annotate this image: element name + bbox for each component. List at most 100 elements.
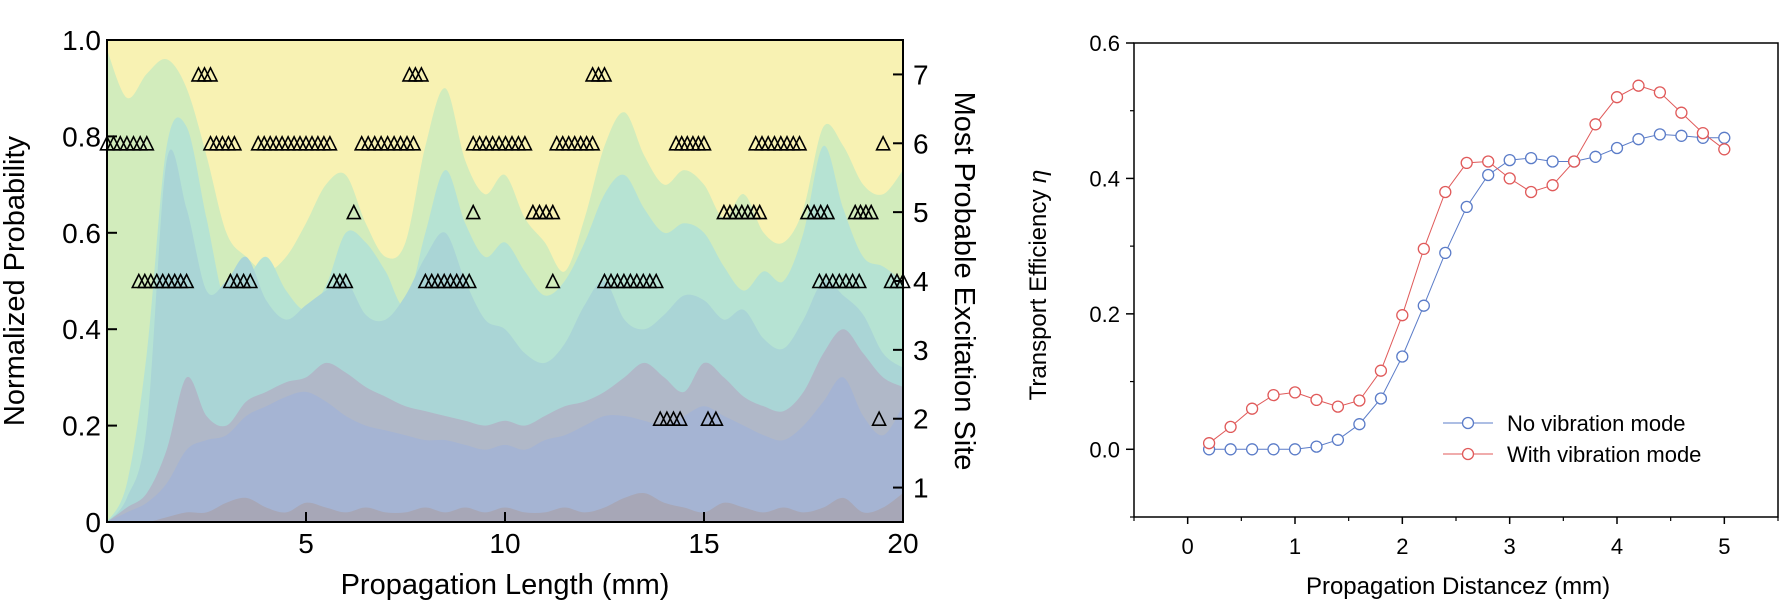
left-y-ticks: 0 0.2 0.4 0.6 0.8 1.0 — [62, 25, 117, 538]
site-marker — [751, 203, 768, 220]
series-point-2 — [1696, 126, 1710, 140]
site-marker — [242, 272, 259, 289]
right-x-tick-label: 2 — [1396, 534, 1408, 559]
series-point-2 — [1267, 388, 1280, 402]
left-x-tick-label: 20 — [887, 528, 918, 559]
series-point-1 — [1310, 440, 1323, 453]
left-y2-tick-label: 5 — [913, 197, 929, 228]
series-point-2 — [1331, 400, 1345, 413]
site-marker — [545, 272, 561, 289]
left-y-tick-label: 1.0 — [62, 25, 101, 56]
right-x-tick-label: 5 — [1718, 534, 1730, 559]
site-marker — [875, 135, 891, 151]
series-point-1 — [1524, 151, 1538, 165]
left-y2-tick-label: 3 — [913, 335, 929, 366]
series-point-1 — [1589, 150, 1602, 163]
left-y2-tick-label: 7 — [913, 59, 929, 90]
series-point-2 — [1546, 179, 1559, 192]
series-point-2 — [1610, 91, 1624, 104]
site-marker — [322, 135, 338, 151]
site-marker — [517, 135, 533, 151]
left-y2-tick-label: 4 — [913, 266, 929, 297]
site-marker — [202, 66, 219, 82]
site-marker — [584, 135, 601, 151]
series-point-2 — [1396, 309, 1409, 322]
series-point-2 — [1417, 242, 1430, 256]
series-point-2 — [1632, 79, 1645, 92]
series-point-2 — [1718, 143, 1731, 156]
series-point-1 — [1675, 129, 1688, 142]
series-point-2 — [1653, 86, 1667, 99]
legend-label-1: No vibration mode — [1507, 411, 1686, 436]
left-x-tick-label: 15 — [688, 528, 719, 559]
series-point-2 — [1224, 420, 1237, 434]
right-y-tick-label: 0.4 — [1089, 166, 1120, 191]
legend-marker-2 — [1461, 447, 1475, 461]
series-point-1 — [1331, 433, 1345, 446]
site-marker — [648, 272, 664, 289]
site-marker — [791, 135, 808, 151]
left-y-tick-label: 0.2 — [62, 411, 101, 442]
site-marker — [700, 410, 716, 427]
site-marker — [545, 203, 561, 220]
site-marker — [139, 135, 155, 151]
series-point-1 — [1632, 133, 1645, 146]
right-y-axis-label: Transport Efficiency η — [1025, 170, 1052, 401]
site-marker — [871, 410, 887, 427]
site-marker — [696, 135, 712, 151]
series-point-2 — [1460, 156, 1473, 170]
left-x-tick-label: 5 — [298, 528, 314, 559]
left-x-axis-label: Propagation Length (mm) — [341, 569, 670, 601]
right-y-tick-label: 0.2 — [1089, 302, 1120, 327]
series-point-1 — [1267, 443, 1280, 456]
probability-layers — [107, 40, 903, 522]
site-marker — [461, 272, 477, 289]
series-point-2 — [1675, 106, 1688, 119]
site-marker — [405, 135, 422, 151]
left-y-tick-label: 0.6 — [62, 218, 101, 249]
series-point-1 — [1417, 299, 1430, 312]
left-chart-panel: 0 5 10 15 20 0 0.2 0.4 0.6 0.8 1.0 1 2 3 4 5 6 7 Propag… — [0, 25, 980, 601]
probability-layer-2 — [107, 377, 903, 522]
series-point-2 — [1439, 185, 1452, 199]
right-y-tick-label: 0.0 — [1089, 437, 1120, 462]
right-x-tick-label: 1 — [1289, 534, 1301, 559]
series-point-1 — [1439, 246, 1452, 260]
series-point-1 — [1653, 128, 1667, 141]
site-marker — [819, 203, 836, 220]
series-point-1 — [1718, 131, 1731, 144]
site-marker — [672, 410, 688, 427]
excitation-site-markers — [99, 66, 911, 427]
series-point-1 — [1224, 443, 1237, 456]
left-y2-ticks: 1 2 3 4 5 6 7 — [893, 59, 929, 504]
left-y-tick-label: 0.8 — [62, 121, 101, 152]
left-y2-tick-label: 2 — [913, 404, 929, 435]
series-point-1 — [1374, 392, 1388, 405]
right-chart-panel: 0 1 2 3 4 5 0.0 0.2 0.4 0.6 No vibration mode Wit… — [1025, 31, 1779, 600]
left-y-tick-label: 0.4 — [62, 314, 101, 345]
site-marker — [465, 203, 481, 220]
series-point-1 — [1288, 443, 1302, 456]
right-x-axis-label: Propagation Distancez (mm) — [1306, 573, 1610, 600]
site-marker — [596, 66, 613, 82]
series-point-2 — [1288, 386, 1302, 399]
site-marker — [863, 203, 879, 220]
series-point-2 — [1567, 155, 1581, 168]
series-point-2 — [1524, 185, 1538, 199]
site-marker — [226, 135, 243, 151]
right-y-ticks: 0.0 0.2 0.4 0.6 — [1089, 31, 1134, 518]
left-x-tick-label: 0 — [99, 528, 115, 559]
left-y2-tick-label: 1 — [913, 473, 929, 504]
series-point-1 — [1353, 418, 1366, 431]
series-point-2 — [1310, 393, 1323, 407]
right-x-ticks: 0 1 2 3 4 5 — [1133, 517, 1779, 559]
series-point-1 — [1546, 155, 1559, 168]
site-marker — [708, 410, 724, 427]
series-point-1 — [1482, 168, 1495, 182]
left-y2-axis-label: Most Probable Excitation Site — [948, 92, 980, 471]
site-marker — [851, 272, 867, 289]
right-y-tick-label: 0.6 — [1089, 31, 1120, 56]
right-x-tick-label: 3 — [1504, 534, 1516, 559]
